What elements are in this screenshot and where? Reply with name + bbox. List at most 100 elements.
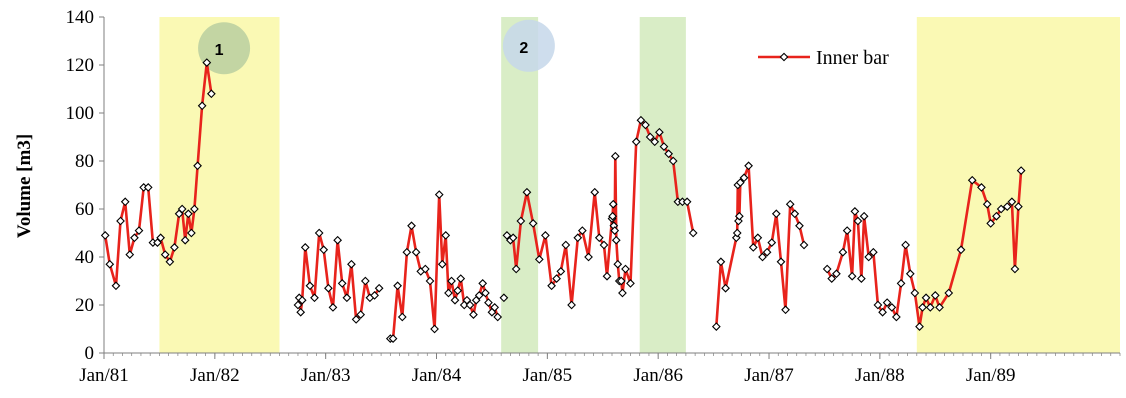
data-point [397, 312, 407, 322]
data-point [594, 233, 604, 243]
x-tick-label-Jan-84: Jan/84 [412, 365, 462, 386]
data-point [758, 252, 767, 262]
data-point [490, 303, 500, 312]
data-point [187, 228, 196, 238]
data-point [528, 219, 538, 228]
legend-marker [779, 52, 789, 62]
data-point [645, 132, 655, 142]
data-point [143, 183, 153, 192]
data-point [739, 173, 749, 183]
annotation-label-1: 1 [215, 42, 224, 59]
data-point [838, 247, 848, 257]
data-point [878, 307, 887, 317]
data-point [111, 281, 121, 291]
data-point [716, 257, 726, 267]
data-point [337, 279, 347, 288]
data-point [944, 288, 954, 298]
data-point [781, 305, 790, 315]
data-point [799, 240, 809, 250]
data-point [744, 161, 753, 171]
data-point [474, 291, 484, 300]
data-point [767, 238, 777, 247]
data-point [190, 204, 199, 214]
data-point [731, 233, 741, 243]
data-point [393, 281, 402, 291]
data-point [324, 283, 333, 293]
data-point [165, 257, 175, 267]
data-point [864, 252, 874, 262]
data-point [873, 300, 883, 310]
data-point [333, 235, 343, 245]
data-point [584, 252, 593, 262]
data-point [450, 295, 460, 305]
data-point [430, 324, 439, 334]
data-point [896, 279, 906, 288]
data-point [402, 247, 412, 257]
data-point [411, 247, 421, 257]
data-point [444, 288, 453, 298]
data-point [493, 312, 503, 322]
data-point [541, 231, 550, 240]
data-point [577, 226, 587, 235]
data-point [956, 245, 966, 255]
y-tick-label-60: 60 [75, 199, 94, 220]
data-point [388, 334, 398, 343]
annotation-circle-2 [502, 19, 555, 72]
data-point [1016, 166, 1026, 175]
data-point [407, 221, 416, 231]
data-point [197, 101, 207, 111]
annotation-circle-1 [198, 22, 251, 75]
data-point [314, 228, 324, 238]
data-point [342, 293, 352, 303]
data-point [641, 120, 650, 130]
data-point [776, 257, 786, 267]
x-tick-label-Jan-85: Jan/85 [523, 365, 573, 386]
data-point [887, 303, 897, 312]
data-point [915, 322, 924, 331]
data-point [180, 235, 190, 245]
data-point [420, 264, 430, 274]
data-point [478, 279, 488, 288]
data-point [882, 298, 892, 307]
data-point [918, 303, 927, 312]
data-point [1007, 197, 1017, 207]
data-point [360, 276, 370, 286]
data-point [611, 235, 621, 245]
data-point [125, 250, 135, 259]
y-tick-label-20: 20 [75, 295, 94, 316]
data-point [850, 207, 860, 216]
data-point [621, 264, 630, 274]
data-point [425, 276, 435, 286]
data-point [481, 288, 490, 298]
x-tick-label-Jan-88: Jan/88 [855, 365, 905, 386]
data-point [319, 245, 329, 255]
data-point [986, 219, 996, 228]
data-point [465, 300, 475, 310]
data-point [930, 291, 940, 300]
data-point [735, 178, 745, 187]
data-point [732, 228, 742, 238]
data-point [608, 199, 618, 209]
data-point [522, 187, 532, 197]
data-point [296, 307, 306, 317]
data-point [650, 137, 660, 147]
series-line-segment-7 [826, 170, 1023, 328]
data-point [202, 58, 212, 67]
data-point [453, 286, 463, 295]
data-point [573, 233, 583, 243]
data-point [608, 211, 617, 221]
y-tick-label-80: 80 [75, 151, 94, 172]
y-tick-label-40: 40 [75, 247, 94, 268]
data-point [771, 209, 781, 219]
data-point [511, 264, 521, 274]
x-tick-label-Jan-81: Jan/81 [79, 365, 129, 386]
data-point [183, 209, 193, 219]
data-point [910, 288, 920, 298]
series-inner-bar [100, 58, 1026, 343]
data-point [484, 298, 493, 307]
data-point [610, 151, 620, 161]
legend: Inner bar [758, 47, 889, 69]
x-tick-label-Jan-83: Jan/83 [301, 365, 351, 386]
data-point [668, 156, 678, 166]
